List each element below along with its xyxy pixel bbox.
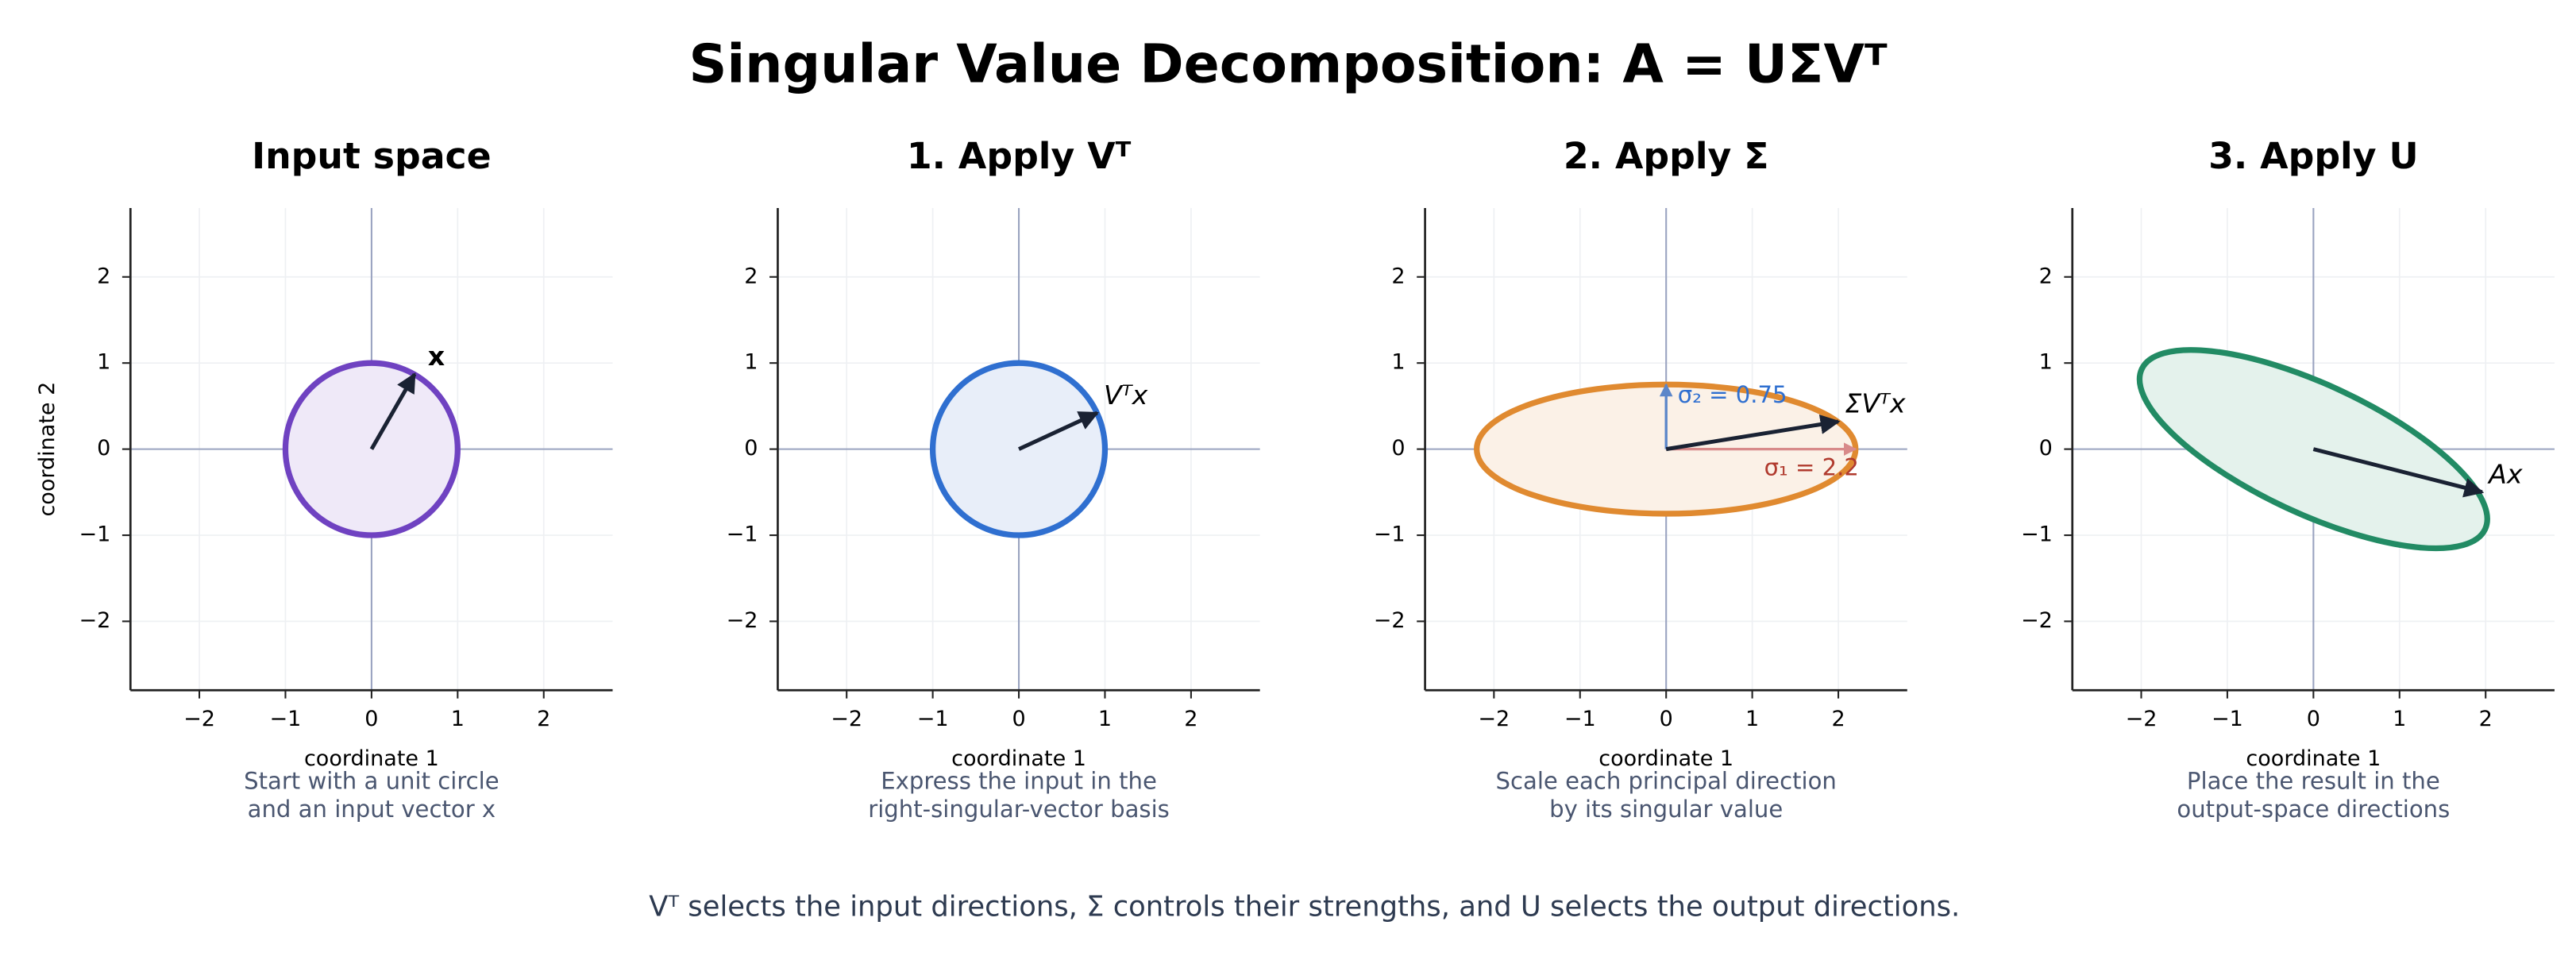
x-tick-label: −1: [917, 707, 949, 731]
y-tick-label: 0: [1391, 436, 1405, 461]
x-tick-label: 0: [1012, 707, 1025, 731]
y-tick-label: −1: [2021, 522, 2053, 547]
y-tick-label: 0: [744, 436, 758, 461]
vector-label: Ax: [2487, 459, 2523, 490]
y-tick-label: 0: [2039, 436, 2053, 461]
y-tick-label: 0: [97, 436, 110, 461]
vector-label: Vᵀx: [1104, 380, 1148, 411]
footer-note: Vᵀ selects the input directions, Σ contr…: [649, 891, 1960, 923]
caption: output-space directions: [2177, 796, 2450, 823]
input-vector: [369, 372, 417, 450]
singular-value-label: σ₁ = 2.2: [1764, 454, 1859, 481]
x-tick-label: 0: [2307, 707, 2320, 731]
x-tick-label: 1: [1098, 707, 1112, 731]
panel-title: 3. Apply U: [2208, 135, 2419, 177]
x-tick-label: 2: [1184, 707, 1197, 731]
y-axis-label: coordinate 2: [35, 382, 60, 517]
x-tick-label: −1: [2212, 707, 2243, 731]
x-axis-label: coordinate 1: [2246, 746, 2381, 771]
x-tick-label: 2: [537, 707, 550, 731]
y-tick-label: 1: [744, 350, 758, 375]
y-tick-label: 1: [1391, 350, 1405, 375]
y-tick-label: −1: [727, 522, 758, 547]
caption: and an input vector x: [248, 796, 496, 823]
x-tick-label: 2: [1831, 707, 1845, 731]
vector-label: x: [428, 341, 445, 372]
figure-title: Singular Value Decomposition: A = UΣVᵀ: [688, 33, 1887, 94]
panel-title: 1. Apply Vᵀ: [907, 135, 1132, 177]
x-tick-label: 1: [2393, 707, 2406, 731]
y-tick-label: 2: [2039, 264, 2053, 288]
y-tick-label: 1: [2039, 350, 2053, 375]
panel-title: Input space: [252, 135, 492, 177]
x-axis-label: coordinate 1: [951, 746, 1086, 771]
input-vector: [2312, 447, 2485, 498]
caption: by its singular value: [1549, 796, 1783, 823]
y-tick-label: 2: [744, 264, 758, 288]
x-axis-label: coordinate 1: [304, 746, 439, 771]
x-tick-label: 0: [1660, 707, 1673, 731]
caption: Place the result in the: [2187, 768, 2440, 795]
x-tick-label: 1: [1745, 707, 1759, 731]
panel: 2. Apply Σ −2 −1 0 1 2 −2 −1 0 1 2 σ₁ = 2.2 σ₂ = 0.7…: [1374, 135, 1907, 823]
input-vector: [1018, 411, 1099, 451]
caption: Express the input in the: [881, 768, 1157, 795]
caption: Scale each principal direction: [1496, 768, 1837, 795]
panel: 1. Apply Vᵀ −2 −1 0 1 2 −2 −1 0 1 2 Vᵀx coordinate 1…: [727, 135, 1260, 823]
x-tick-label: −2: [2126, 707, 2158, 731]
y-tick-label: −2: [2021, 608, 2053, 633]
y-tick-label: 2: [1391, 264, 1405, 288]
ellipse-shape: [929, 360, 1109, 538]
caption: Start with a unit circle: [244, 768, 499, 795]
y-tick-label: 1: [97, 350, 110, 375]
singular-value-label: σ₂ = 0.75: [1678, 381, 1787, 408]
x-tick-label: 0: [364, 707, 378, 731]
x-tick-label: −2: [183, 707, 215, 731]
y-tick-label: −2: [727, 608, 758, 633]
x-axis-label: coordinate 1: [1598, 746, 1733, 771]
x-tick-label: 1: [451, 707, 465, 731]
x-tick-label: −1: [270, 707, 302, 731]
y-tick-label: −1: [1374, 522, 1406, 547]
y-tick-label: −2: [1374, 608, 1406, 633]
x-tick-label: 2: [2479, 707, 2493, 731]
panel: Input space −2 −1 0 1 2 −2 −1 0 1 2 x coordinate 1 co…: [35, 135, 613, 823]
x-tick-label: −1: [1564, 707, 1596, 731]
panel: 3. Apply U −2 −1 0 1 2 −2 −1 0 1 2 Ax coordinate 1Pl…: [2021, 135, 2555, 823]
y-tick-label: −1: [79, 522, 111, 547]
x-tick-label: −2: [1478, 707, 1510, 731]
vector-label: ΣVᵀx: [1845, 388, 1906, 419]
y-tick-label: −2: [79, 608, 111, 633]
input-vector: [1665, 414, 1841, 452]
x-tick-label: −2: [831, 707, 862, 731]
panel-title: 2. Apply Σ: [1564, 135, 1769, 177]
y-tick-label: 2: [97, 264, 110, 288]
caption: right-singular-vector basis: [868, 796, 1170, 823]
